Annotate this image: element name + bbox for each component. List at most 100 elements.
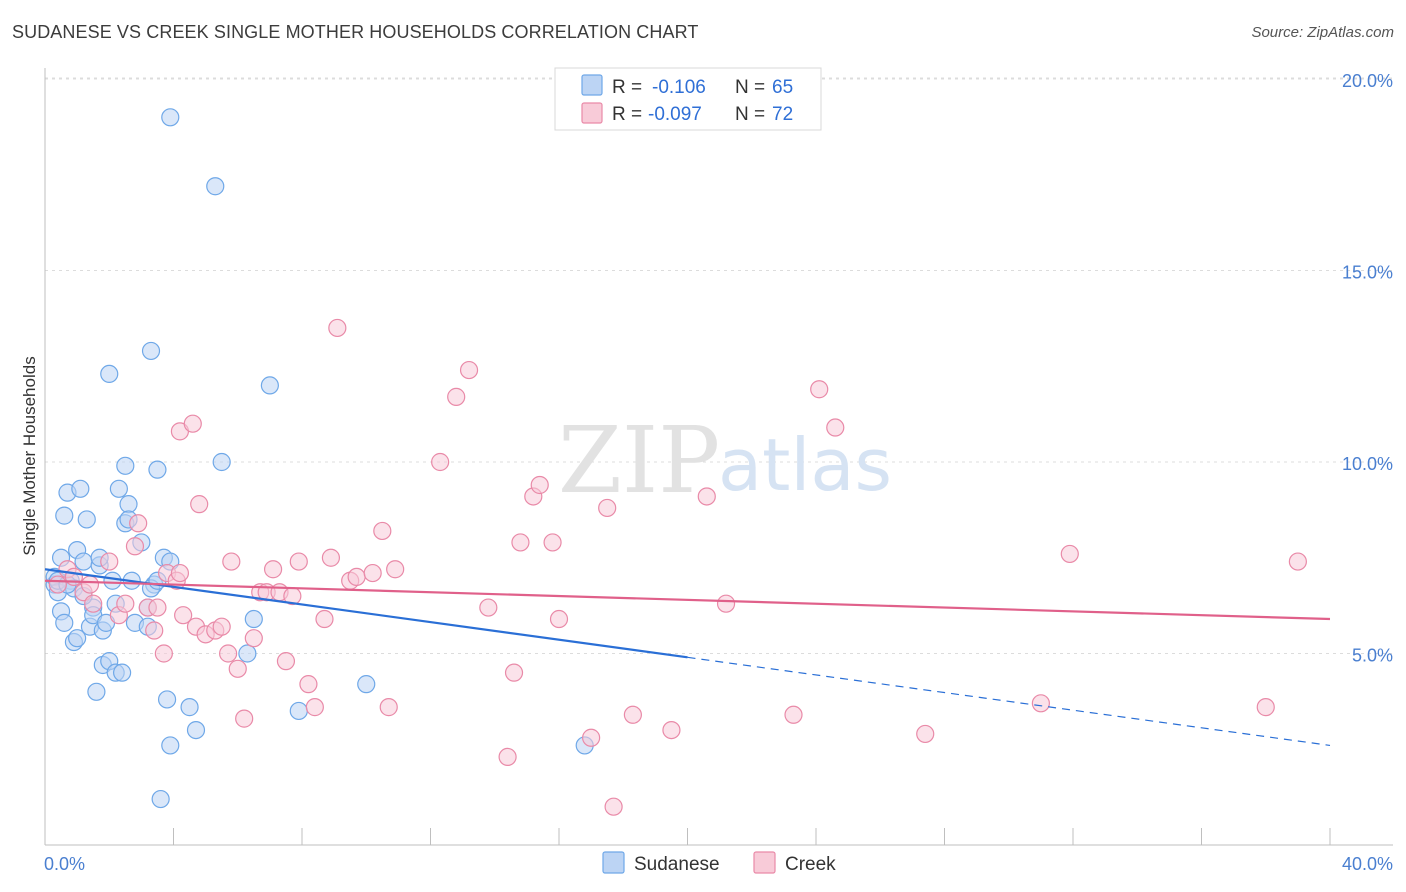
gridlines bbox=[45, 77, 1393, 654]
point-creek bbox=[604, 797, 623, 816]
point-creek bbox=[697, 487, 716, 506]
point-creek bbox=[125, 537, 145, 556]
point-creek bbox=[154, 644, 173, 663]
watermark: ZIP atlas bbox=[558, 407, 892, 514]
legend-r-value-creek: -0.097 bbox=[648, 104, 702, 125]
point-creek bbox=[479, 598, 498, 617]
legend-r-label-sudanese: R = bbox=[612, 77, 642, 98]
point-creek bbox=[1060, 544, 1079, 564]
point-sudanese bbox=[74, 552, 93, 571]
legend-r-value-sudanese: -0.106 bbox=[652, 77, 706, 98]
trend-line-creek bbox=[44, 579, 1331, 621]
point-creek bbox=[459, 360, 479, 380]
point-creek bbox=[1288, 552, 1307, 571]
point-creek bbox=[276, 652, 296, 671]
point-creek bbox=[174, 606, 193, 625]
point-creek bbox=[148, 598, 167, 617]
point-creek bbox=[170, 563, 190, 583]
bottom-legend: Sudanese Creek bbox=[602, 851, 836, 875]
point-sudanese bbox=[180, 698, 199, 717]
legend-swatch-creek bbox=[581, 102, 603, 124]
point-sudanese bbox=[103, 571, 122, 590]
point-creek bbox=[716, 594, 736, 613]
y-tick-label: 20.0% bbox=[1342, 71, 1393, 91]
point-creek bbox=[826, 418, 845, 437]
point-sudanese bbox=[55, 613, 74, 632]
bottom-legend-label-sudanese: Sudanese bbox=[634, 854, 720, 875]
legend-swatch-sudanese bbox=[581, 74, 603, 96]
point-creek bbox=[190, 495, 209, 514]
point-creek bbox=[48, 575, 67, 594]
axes bbox=[44, 68, 1393, 846]
point-creek bbox=[1031, 694, 1050, 713]
point-creek bbox=[1256, 698, 1275, 717]
point-creek bbox=[431, 452, 450, 472]
point-sudanese bbox=[206, 177, 225, 196]
series-points bbox=[45, 108, 1307, 816]
y-tick-label: 5.0% bbox=[1352, 646, 1393, 666]
point-sudanese bbox=[157, 690, 177, 709]
point-sudanese bbox=[212, 452, 231, 472]
chart-source: Source: ZipAtlas.com bbox=[1251, 24, 1394, 41]
legend-r-label-creek: R = bbox=[612, 104, 642, 125]
watermark-atlas: atlas bbox=[718, 423, 892, 507]
point-creek bbox=[447, 387, 466, 406]
point-creek bbox=[810, 380, 829, 399]
point-creek bbox=[511, 533, 530, 552]
legend-n-label-sudanese: N = bbox=[735, 77, 765, 98]
point-sudanese bbox=[100, 364, 119, 384]
point-creek bbox=[530, 475, 549, 495]
y-tick-labels: 5.0% 10.0% 15.0% 20.0% bbox=[1342, 71, 1393, 666]
point-creek bbox=[305, 698, 324, 717]
point-sudanese bbox=[116, 456, 135, 475]
point-creek bbox=[263, 560, 283, 579]
point-sudanese bbox=[244, 609, 263, 629]
point-sudanese bbox=[151, 789, 170, 809]
legend-n-value-creek: 72 bbox=[772, 104, 793, 125]
point-creek bbox=[100, 552, 119, 571]
x-tick-label-min: 0.0% bbox=[44, 854, 85, 874]
point-creek bbox=[219, 644, 238, 663]
bottom-legend-label-creek: Creek bbox=[785, 854, 836, 875]
point-creek bbox=[321, 548, 341, 567]
trend-line-sudanese-extension bbox=[687, 656, 1331, 747]
point-sudanese bbox=[186, 720, 206, 740]
point-sudanese bbox=[112, 663, 132, 682]
point-creek bbox=[80, 575, 100, 594]
point-creek bbox=[598, 498, 617, 518]
point-creek bbox=[504, 663, 524, 682]
point-creek bbox=[289, 552, 308, 571]
point-creek bbox=[228, 659, 247, 678]
watermark-zip: ZIP bbox=[558, 407, 720, 514]
point-sudanese bbox=[148, 460, 167, 479]
point-creek bbox=[543, 533, 562, 552]
chart-title: SUDANESE VS CREEK SINGLE MOTHER HOUSEHOL… bbox=[12, 22, 699, 42]
point-creek bbox=[235, 709, 254, 728]
point-sudanese bbox=[55, 506, 74, 525]
point-sudanese bbox=[141, 341, 161, 361]
point-creek bbox=[315, 609, 334, 629]
point-sudanese bbox=[109, 479, 128, 498]
point-creek bbox=[347, 567, 366, 587]
point-creek bbox=[386, 560, 405, 579]
point-creek bbox=[549, 609, 569, 629]
point-creek bbox=[623, 705, 642, 724]
point-sudanese bbox=[87, 682, 106, 701]
point-sudanese bbox=[71, 479, 90, 498]
bottom-legend-swatch-creek bbox=[753, 851, 776, 874]
point-creek bbox=[379, 698, 398, 717]
point-sudanese bbox=[77, 510, 96, 529]
point-creek bbox=[498, 747, 517, 767]
point-creek bbox=[145, 621, 164, 640]
point-creek bbox=[183, 414, 202, 433]
trend-lines bbox=[44, 568, 1331, 747]
point-creek bbox=[373, 521, 392, 541]
y-tick-label: 10.0% bbox=[1342, 454, 1393, 474]
point-sudanese bbox=[357, 675, 376, 694]
y-axis-label: Single Mother Households bbox=[20, 356, 39, 555]
point-creek bbox=[84, 594, 103, 613]
point-creek bbox=[212, 617, 231, 636]
point-creek bbox=[662, 720, 681, 740]
point-sudanese bbox=[161, 108, 180, 127]
